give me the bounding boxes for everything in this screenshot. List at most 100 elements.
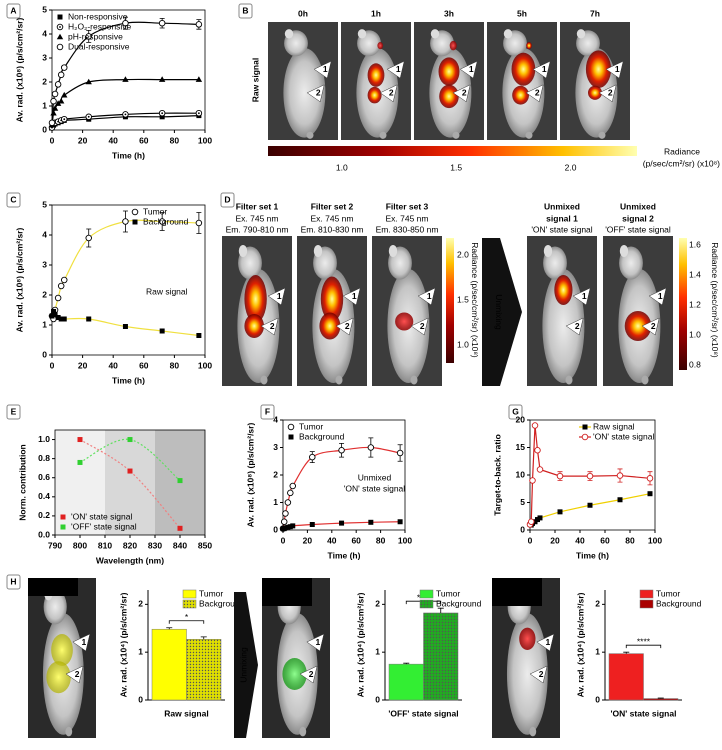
legend-label: Background [299,431,345,441]
image-label: 'ON' state [496,582,535,592]
legend-swatch [182,599,197,609]
image-label: 'OFF' state [266,582,310,592]
legend-label: Raw signal [593,421,635,431]
data-point [196,333,202,338]
mouse-tail [260,375,268,385]
mouse-tail [529,726,537,737]
data-point [557,509,563,515]
row-label: Raw signal [250,58,260,102]
unmixed-title: Unmixed [544,201,580,211]
y-axis-title: Target-to-back. ratio [492,434,502,516]
signal-blob [511,52,536,86]
legend-marker [131,208,139,216]
data-point [158,76,166,82]
filter-em: Em. 790-810 nm [226,224,289,234]
data-point [60,276,68,284]
data-point [50,109,57,116]
unmixing-arrow [482,238,522,386]
legend-label: Tumor [199,588,223,598]
mouse-tail [410,375,418,385]
data-point [158,218,166,225]
unmixing-label: Unmixing [238,647,248,683]
image-label: Raw signal [32,582,76,592]
data-point [51,105,59,111]
y-tick-label: 4 [42,28,47,38]
y-tick-label: 0 [595,694,600,704]
arrow-label: 1 [396,64,401,74]
arrow-marker [379,84,398,103]
y-tick-label: 2 [138,599,143,609]
panel-letter-box [220,192,235,208]
image-label: signal [496,592,521,602]
signal-blob [588,85,602,100]
mouse-tail [641,375,649,385]
bar [643,698,679,701]
mouse-ear [313,245,323,257]
legend-marker [60,514,66,520]
time-label: 0h [298,8,308,18]
x-tick-label: 790 [48,540,62,550]
legend-marker [287,423,295,431]
colorbar-tick-label: 1.4 [689,269,701,279]
x-tick-label: 40 [108,360,118,370]
unmixed-title: signal 2 [622,213,654,223]
y-tick-label: 0.6 [38,472,50,482]
y-tick-label: 1.0 [38,434,50,444]
filter-ex: Ex. 745 nm [386,213,429,223]
legend-label: Tumor [143,206,167,216]
data-point [309,522,315,527]
annotation: 'ON' state signal [344,484,405,494]
signal-blob [438,57,460,86]
data-point [338,447,345,454]
y-tick-label: 1 [42,319,47,329]
y-tick-label: 1 [273,497,278,507]
y-axis-title: Norm. contribution [17,444,27,521]
data-point-dot [161,112,164,115]
x-tick-label: 840 [173,540,187,550]
data-point [195,76,203,82]
x-tick-label: 0 [281,535,286,545]
filter-title: Filter set 2 [311,201,354,211]
significance-label: * [185,612,189,622]
data-point [51,90,59,98]
x-tick-label: 100 [198,360,212,370]
mouse-ear [503,29,513,39]
series-line [79,439,181,529]
arrow-marker [72,633,91,652]
x-axis-title: 'ON' state signal [611,708,677,718]
signal-blob [554,275,573,305]
x-tick-label: 800 [73,540,87,550]
x-axis-title: Time (h) [328,550,361,560]
arrow-label: 1 [277,291,282,301]
y-tick-label: 2 [375,599,380,609]
arrow-marker [410,317,429,336]
data-point [531,422,539,429]
arrow-label: 2 [608,88,613,98]
legend-swatch [639,589,654,599]
panel-letter: G [512,406,519,416]
y-tick-label: 1 [138,646,143,656]
arrow-label: 2 [462,88,467,98]
arrow-marker [565,317,584,336]
filter-ex: Ex. 745 nm [236,213,279,223]
x-tick-label: 0 [50,360,55,370]
signal-blob [439,84,459,109]
y-tick-label: 3 [42,259,47,269]
legend-marker [288,434,294,440]
legend-marker [582,424,588,430]
panel-letter: C [10,194,16,204]
colorbar-tick-label: 1.2 [689,299,701,309]
significance-bracket [168,620,205,624]
filter-em: Em. 830-850 nm [376,224,439,234]
time-label: 5h [517,8,527,18]
arrow-marker [529,665,548,684]
colorbar-title: Radiance [664,146,700,156]
legend-label: 'ON' state signal [593,431,654,441]
x-tick-label: 40 [108,135,118,145]
legend-swatch [182,589,197,599]
panel-letter: A [10,5,16,15]
colorbar-tick-label: 0.8 [689,359,701,369]
arrow-label: 2 [75,669,80,679]
x-tick-label: 60 [600,535,610,545]
data-point [122,19,129,27]
